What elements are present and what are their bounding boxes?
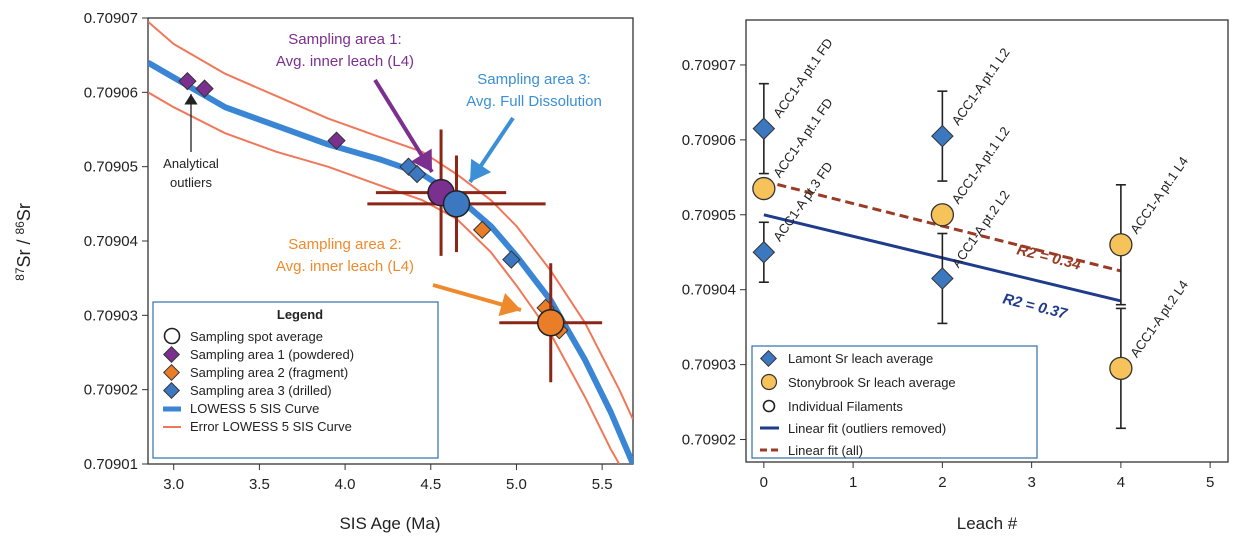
- left-y-tick-label: 0.70905: [84, 159, 138, 176]
- lamont-point: [931, 267, 954, 290]
- lamont-point: [752, 117, 776, 140]
- annotation-area-3-line-1: Sampling area 3:: [477, 71, 590, 88]
- left-y-tick-label: 0.70906: [84, 84, 138, 101]
- right-chart: 0 1 2 3 4 5 0.70902 0.70903 0.70904 0.70905 0.7090…: [682, 19, 1229, 533]
- right-legend-item-1: Lamont Sr leach average: [788, 351, 933, 366]
- left-legend-item-5: LOWESS 5 SIS Curve: [190, 401, 319, 416]
- right-x-tick-label: 2: [938, 474, 946, 491]
- legend-marker-stonybrook: [760, 373, 778, 391]
- left-legend-item-6: Error LOWESS 5 SIS Curve: [190, 419, 352, 434]
- right-x-tick-label: 3: [1027, 474, 1035, 491]
- annotation-outliers-line-1: Analytical: [163, 156, 219, 171]
- left-x-tick-label: 5.5: [592, 476, 613, 493]
- stonybrook-point: [930, 203, 955, 227]
- sampling-area-1-point: [178, 71, 197, 91]
- annotation-outliers: Analytical outliers: [163, 156, 219, 190]
- left-x-axis-label: SIS Age (Ma): [339, 514, 440, 533]
- right-legend-item-5: Linear fit (all): [788, 443, 863, 458]
- left-legend-item-1: Sampling spot average: [190, 329, 323, 344]
- right-x-tick-label: 5: [1206, 474, 1214, 491]
- annotation-area-1-line-2: Avg. inner leach (L4): [276, 53, 414, 70]
- legend-marker-spot-average: [163, 327, 181, 345]
- right-y-tick-label: 0.70905: [682, 207, 736, 224]
- right-x-tick-label: 4: [1117, 474, 1125, 491]
- left-legend-title: Legend: [277, 307, 323, 322]
- left-legend-box: [152, 301, 439, 459]
- right-legend-box: [751, 345, 1038, 459]
- left-legend-item-4: Sampling area 3 (drilled): [190, 383, 332, 398]
- right-legend-item-3: Individual Filaments: [788, 399, 903, 414]
- lamont-point: [752, 240, 776, 264]
- left-y-axis-label: 87Sr / 86Sr: [13, 203, 34, 281]
- annotation-area-2-line-2: Avg. inner leach (L4): [276, 258, 414, 275]
- left-chart: 3.0 3.5 4.0 4.5 5.0 5.5 0.70901 0.70902 0.70903 0…: [13, 10, 634, 533]
- annotation-area-1-line-1: Sampling area 1:: [288, 31, 401, 48]
- left-x-tick-label: 4.0: [335, 476, 356, 493]
- left-x-tick-label: 5.0: [506, 476, 527, 493]
- left-x-tick-label: 3.5: [249, 476, 270, 493]
- legend-marker-area-2: [163, 364, 180, 381]
- annotation-area-2: Sampling area 2: Avg. inner leach (L4): [276, 236, 414, 275]
- sampling-area-3-point: [502, 250, 521, 269]
- spot-average-point: [536, 309, 565, 337]
- left-x-tick-label: 3.0: [163, 476, 184, 493]
- lamont-point: [931, 124, 954, 148]
- legend-marker-area-3: [163, 382, 180, 399]
- annotation-outliers-line-2: outliers: [170, 175, 212, 190]
- right-y-tick-label: 0.70907: [682, 57, 736, 74]
- legend-marker-individual-filaments: [762, 399, 776, 413]
- legend-marker-lamont: [760, 350, 777, 367]
- annotation-area-3-line-2: Avg. Full Dissolution: [466, 93, 602, 110]
- left-annotation-arrows: [184, 78, 522, 317]
- right-y-tick-label: 0.70906: [682, 132, 736, 149]
- right-legend-item-2: Stonybrook Sr leach average: [788, 375, 956, 390]
- left-points: [178, 71, 603, 383]
- sampling-area-3-point: [407, 164, 427, 184]
- arrow-area-3-head: [470, 158, 492, 182]
- right-ticks: 0 1 2 3 4 5 0.70902 0.70903 0.70904 0.70905 0.7090…: [682, 57, 1215, 491]
- left-y-tick-label: 0.70904: [84, 233, 138, 250]
- stonybrook-point: [1109, 233, 1133, 257]
- annotation-area-2-line-1: Sampling area 2:: [288, 236, 401, 253]
- error-lowess-lower-curve: [148, 91, 621, 464]
- right-y-tick-label: 0.70904: [682, 282, 736, 299]
- sampling-area-2-point: [472, 220, 492, 240]
- right-x-axis-label: Leach #: [957, 514, 1018, 533]
- left-legend-item-3: Sampling area 2 (fragment): [190, 365, 348, 380]
- left-y-tick-label: 0.70907: [84, 10, 138, 27]
- left-ticks: 3.0 3.5 4.0 4.5 5.0 5.5 0.70901 0.70902 0.70903 0…: [84, 10, 613, 493]
- right-x-tick-label: 0: [760, 474, 768, 491]
- right-x-tick-label: 1: [849, 474, 857, 491]
- left-y-tick-label: 0.70901: [84, 456, 138, 473]
- right-legend-item-4: Linear fit (outliers removed): [788, 421, 946, 436]
- sampling-area-1-point: [327, 131, 346, 150]
- left-y-tick-label: 0.70902: [84, 382, 138, 399]
- stonybrook-point: [1109, 356, 1133, 381]
- annotation-area-3: Sampling area 3: Avg. Full Dissolution: [466, 71, 602, 110]
- left-legend-item-2: Sampling area 1 (powdered): [190, 347, 354, 362]
- right-y-tick-label: 0.70903: [682, 357, 736, 374]
- annotation-area-1: Sampling area 1: Avg. inner leach (L4): [276, 31, 414, 70]
- spot-average-point: [442, 190, 471, 218]
- arrow-outliers-head: [184, 94, 198, 105]
- left-x-tick-label: 4.5: [420, 476, 441, 493]
- right-y-tick-label: 0.70902: [682, 432, 736, 449]
- legend-marker-area-1: [163, 346, 180, 363]
- arrow-area-2-head: [498, 292, 521, 317]
- error-lowess-upper-curve: [148, 20, 633, 420]
- right-legend: Lamont Sr leach average Stonybrook Sr le…: [751, 345, 1038, 459]
- left-y-tick-label: 0.70903: [84, 307, 138, 324]
- left-legend: Legend Sampling spot average Sampling ar…: [152, 301, 439, 459]
- arrow-area-1-head: [411, 148, 432, 172]
- stonybrook-point: [752, 176, 776, 201]
- sampling-area-1-point: [195, 79, 214, 98]
